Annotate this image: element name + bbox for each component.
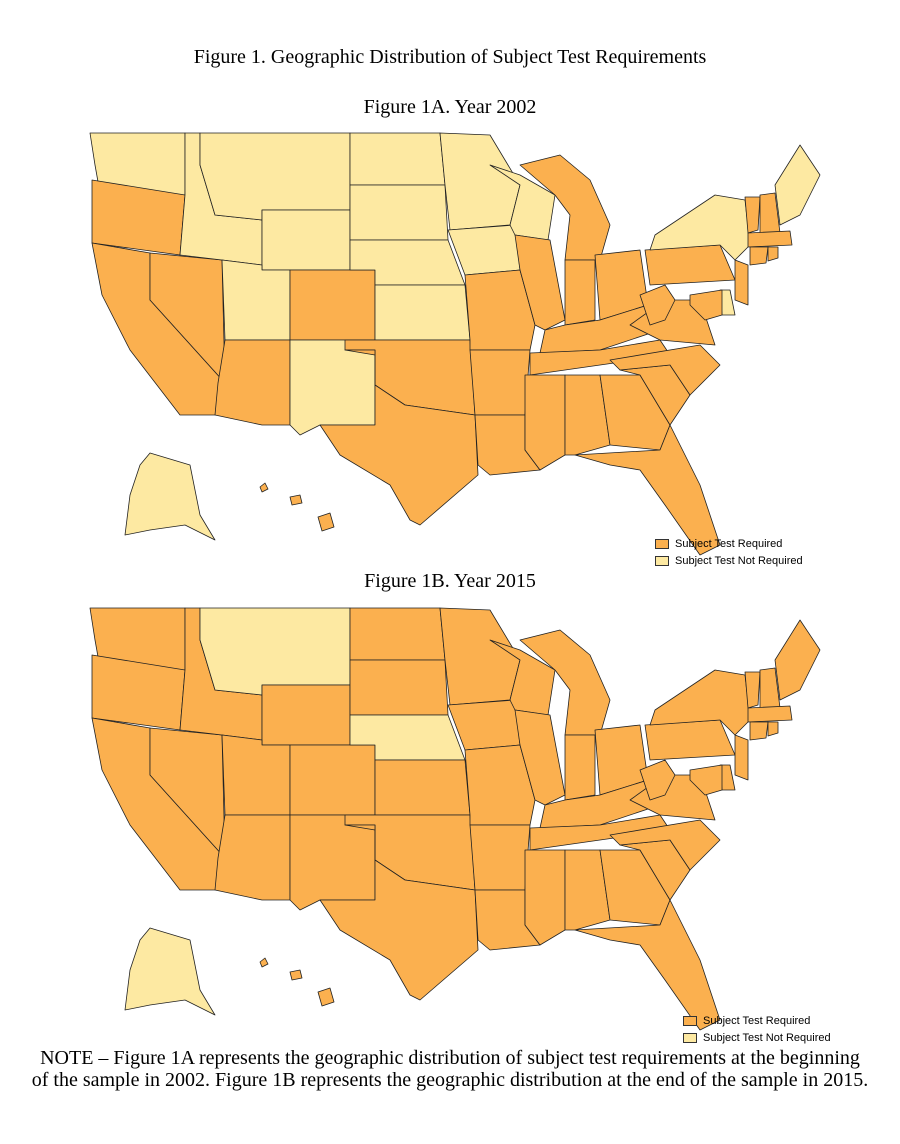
state-ri <box>767 721 779 737</box>
state-mn <box>439 132 521 231</box>
legend-label-required: Subject Test Required <box>675 537 783 550</box>
state-wy <box>261 684 351 746</box>
state-ct <box>749 246 769 266</box>
legend-2002: Subject Test Required Subject Test Not R… <box>655 535 803 569</box>
legend-item-required: Subject Test Required <box>683 1012 831 1029</box>
state-tn <box>529 814 671 851</box>
state-ms <box>524 374 566 471</box>
legend-label-not-required: Subject Test Not Required <box>703 1031 831 1044</box>
state-ak <box>124 927 216 1016</box>
state-vt <box>744 196 761 234</box>
figure-note: NOTE – Figure 1A represents the geograph… <box>31 1047 869 1091</box>
state-ny <box>649 194 751 261</box>
state-in <box>564 734 596 801</box>
state-mt <box>199 132 351 221</box>
state-me <box>774 619 821 701</box>
state-pa <box>644 719 736 761</box>
legend-item-required: Subject Test Required <box>655 535 803 552</box>
state-tx <box>319 349 479 526</box>
state-tx <box>319 824 479 1001</box>
state-az <box>214 814 291 901</box>
figure-title: Figure 1. Geographic Distribution of Sub… <box>193 46 707 68</box>
state-ma <box>747 705 793 723</box>
state-al <box>564 374 611 456</box>
state-al <box>564 849 611 931</box>
legend-2015: Subject Test Required Subject Test Not R… <box>683 1012 831 1046</box>
legend-label-required: Subject Test Required <box>703 1014 811 1027</box>
state-mt <box>199 607 351 696</box>
state-nc <box>609 819 721 871</box>
legend-label-not-required: Subject Test Not Required <box>675 554 803 567</box>
state-me <box>774 144 821 226</box>
state-co <box>289 744 376 816</box>
state-mn <box>439 607 521 706</box>
state-ct <box>749 721 769 741</box>
state-ar <box>469 349 531 416</box>
state-ny <box>649 669 751 736</box>
map-2002 <box>89 132 821 556</box>
state-ar <box>469 824 531 891</box>
state-co <box>289 269 376 341</box>
legend-item-not-required: Subject Test Not Required <box>655 552 803 569</box>
state-ut <box>221 259 291 341</box>
state-hi <box>259 482 269 493</box>
required-swatch <box>655 538 669 549</box>
map-b-subtitle: Figure 1B. Year 2015 <box>364 570 536 592</box>
state-sd <box>349 184 449 241</box>
state-pa <box>644 244 736 286</box>
state-ri <box>767 246 779 262</box>
state-hi <box>289 969 303 981</box>
state-az <box>214 339 291 426</box>
state-hi <box>289 494 303 506</box>
state-nm <box>289 339 376 436</box>
map-2015 <box>89 607 821 1031</box>
state-hi <box>317 987 335 1007</box>
state-nd <box>349 132 446 186</box>
state-nm <box>289 814 376 911</box>
state-fl <box>574 424 721 556</box>
map-a-subtitle: Figure 1A. Year 2002 <box>363 96 537 118</box>
state-fl <box>574 899 721 1031</box>
not-required-swatch <box>655 555 669 566</box>
state-wv <box>639 759 676 801</box>
state-ks <box>374 284 471 341</box>
state-nj <box>734 259 749 306</box>
state-vt <box>744 671 761 709</box>
state-hi <box>259 957 269 968</box>
state-md <box>689 289 723 321</box>
state-ks <box>374 759 471 816</box>
required-swatch <box>683 1015 697 1026</box>
not-required-swatch <box>683 1032 697 1043</box>
state-ms <box>524 849 566 946</box>
state-ma <box>747 230 793 248</box>
state-nj <box>734 734 749 781</box>
state-tn <box>529 339 671 376</box>
state-hi <box>317 512 335 532</box>
state-ut <box>221 734 291 816</box>
state-nd <box>349 607 446 661</box>
state-wy <box>261 209 351 271</box>
state-nc <box>609 344 721 396</box>
state-wv <box>639 284 676 326</box>
state-ak <box>124 452 216 541</box>
state-sd <box>349 659 449 716</box>
state-md <box>689 764 723 796</box>
legend-item-not-required: Subject Test Not Required <box>683 1029 831 1046</box>
state-in <box>564 259 596 326</box>
